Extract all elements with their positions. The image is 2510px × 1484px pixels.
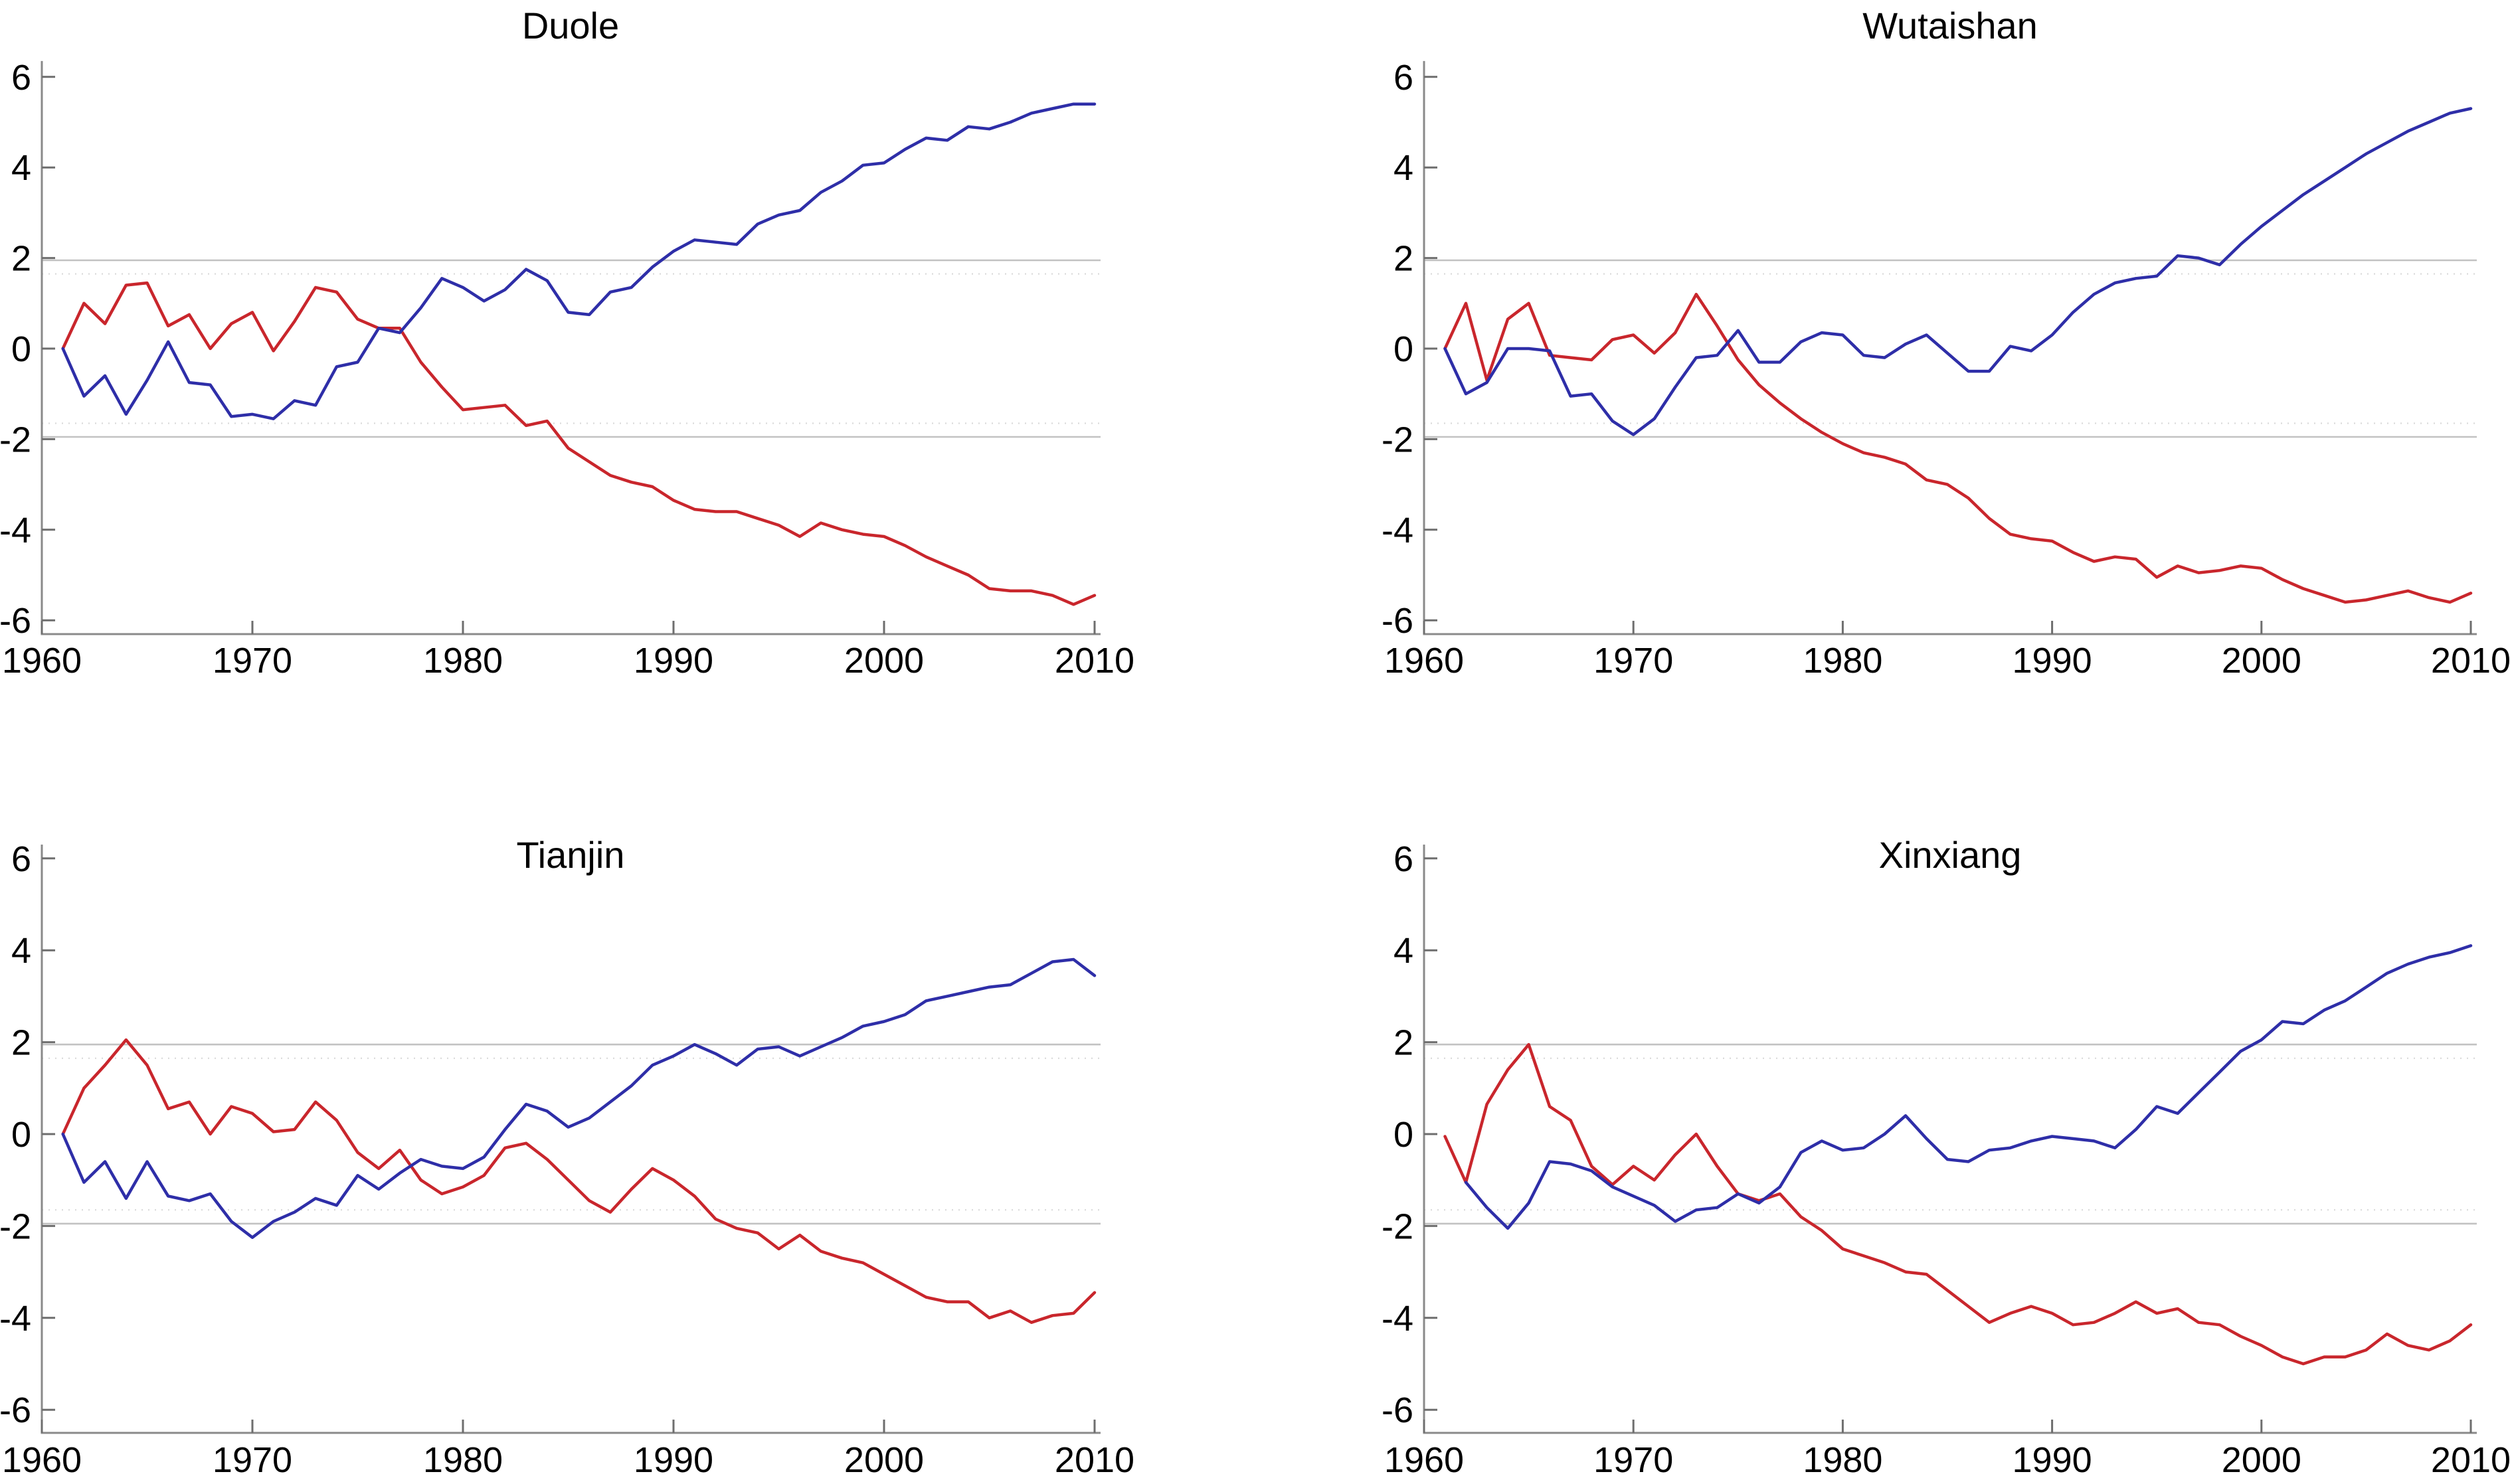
x-tick-label: 1960 xyxy=(1384,1440,1464,1480)
x-tick-label: 2000 xyxy=(844,641,924,681)
y-tick-label: 6 xyxy=(1393,839,1413,879)
y-tick-label: 6 xyxy=(11,58,31,98)
red-statistic-line xyxy=(61,281,1097,606)
x-tick-label: 1980 xyxy=(423,641,503,681)
y-tick-label: -2 xyxy=(1382,1206,1413,1246)
chart-title: Wutaishan xyxy=(1862,5,2038,46)
y-tick-label: 6 xyxy=(1393,58,1413,98)
x-tick-label: 1970 xyxy=(213,1440,292,1480)
blue-statistic-line xyxy=(1464,944,2473,1230)
y-tick-label: -2 xyxy=(0,420,31,459)
blue-statistic-line xyxy=(61,102,1097,420)
chart-canvas: -6 -4 -2 0 2 4 6 1960 1970 1980 1990 2000 2010 xyxy=(0,839,1134,1480)
x-tick-label: 1990 xyxy=(634,641,713,681)
x-tick-label: 2000 xyxy=(2222,1440,2301,1480)
x-tick-label: 1980 xyxy=(423,1440,503,1480)
y-tick-label: 0 xyxy=(1393,1115,1413,1155)
y-tick-label: -4 xyxy=(0,511,31,550)
chart-title: Tianjin xyxy=(516,834,625,876)
y-tick-label: 0 xyxy=(11,1115,31,1155)
y-tick-label: -4 xyxy=(1382,1299,1413,1339)
blue-statistic-line xyxy=(1443,107,2473,436)
y-tick-label: 4 xyxy=(11,931,31,971)
chart-title: Duole xyxy=(521,5,620,46)
chart-top-left: Duole -6 -4 -2 0 2 4 6 1960 1970 1980 1990 2000 2010 xyxy=(0,0,1255,742)
x-tick-label: 1960 xyxy=(2,1440,82,1480)
y-tick-label: -2 xyxy=(1382,420,1413,459)
y-tick-label: -4 xyxy=(1382,511,1413,550)
red-statistic-line xyxy=(61,1038,1097,1324)
y-tick-label: 2 xyxy=(1393,239,1413,279)
y-tick-label: 4 xyxy=(1393,148,1413,188)
x-tick-label: 2010 xyxy=(1055,1440,1134,1480)
x-tick-label: 1970 xyxy=(1593,641,1673,681)
chart-bottom-left: Tianjin -6 -4 -2 0 2 4 6 1960 1970 1980 1990 2000 20… xyxy=(0,742,1255,1484)
chart-canvas: -6 -4 -2 0 2 4 6 1960 1970 1980 1990 2000 2010 xyxy=(1382,58,2510,681)
x-tick-label: 1990 xyxy=(2013,1440,2092,1480)
x-tick-label: 1960 xyxy=(1384,641,1464,681)
x-tick-label: 2010 xyxy=(1055,641,1134,681)
x-tick-label: 1970 xyxy=(213,641,292,681)
y-tick-label: 2 xyxy=(11,239,31,279)
red-statistic-line xyxy=(1443,1042,2473,1366)
x-tick-label: 1980 xyxy=(1803,641,1882,681)
red-statistic-line xyxy=(1443,292,2473,604)
chart-canvas: -6 -4 -2 0 2 4 6 1960 1970 1980 1990 2000 2010 xyxy=(1382,839,2510,1480)
x-tick-label: 1990 xyxy=(634,1440,713,1480)
x-tick-label: 1970 xyxy=(1593,1440,1673,1480)
x-tick-label: 1980 xyxy=(1803,1440,1882,1480)
chart-canvas: -6 -4 -2 0 2 4 6 1960 1970 1980 1990 2000 2010 xyxy=(0,58,1134,681)
y-tick-label: 0 xyxy=(1393,329,1413,369)
y-tick-label: 4 xyxy=(1393,931,1413,971)
y-tick-label: -6 xyxy=(0,601,31,641)
y-tick-label: -6 xyxy=(1382,601,1413,641)
x-tick-label: 2010 xyxy=(2431,641,2510,681)
x-tick-label: 2000 xyxy=(844,1440,924,1480)
x-tick-label: 2000 xyxy=(2222,641,2301,681)
y-tick-label: 0 xyxy=(11,329,31,369)
y-tick-label: -2 xyxy=(0,1206,31,1246)
y-tick-label: -6 xyxy=(1382,1390,1413,1430)
x-tick-label: 1960 xyxy=(2,641,82,681)
y-tick-label: 2 xyxy=(11,1023,31,1063)
y-tick-label: 6 xyxy=(11,839,31,879)
chart-top-right: Wutaishan -6 -4 -2 0 2 4 6 1960 1970 1980 1990 2000… xyxy=(1255,0,2510,742)
y-tick-label: 4 xyxy=(11,148,31,188)
y-tick-label: -6 xyxy=(0,1390,31,1430)
x-tick-label: 2010 xyxy=(2431,1440,2510,1480)
y-tick-label: 2 xyxy=(1393,1023,1413,1063)
blue-statistic-line xyxy=(61,957,1097,1239)
chart-title: Xinxiang xyxy=(1878,834,2022,876)
y-tick-label: -4 xyxy=(0,1299,31,1339)
x-tick-label: 1990 xyxy=(2013,641,2092,681)
chart-bottom-right: Xinxiang -6 -4 -2 0 2 4 6 1960 1970 1980 1990 2000 2… xyxy=(1255,742,2510,1484)
